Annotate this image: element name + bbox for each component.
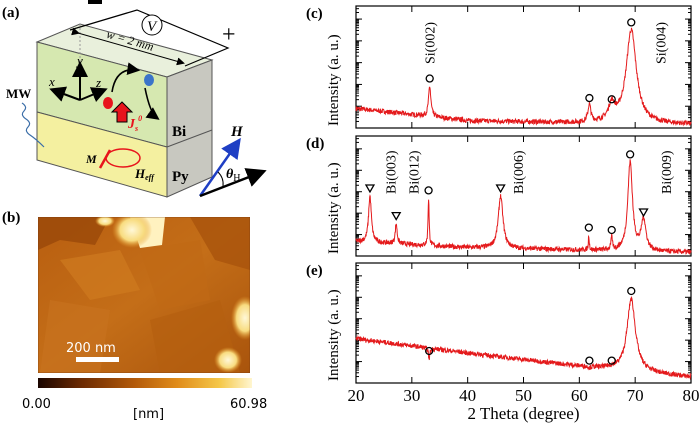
panel-label-b: (b) (2, 210, 20, 226)
panel-label-e: (e) (306, 263, 323, 279)
panel-label-c: (c) (306, 6, 323, 22)
field-arrow-icon (198, 137, 241, 197)
x-tick-label: 70 (627, 386, 644, 405)
substrate-peak-marker (584, 223, 593, 232)
cutoff-bar (88, 0, 102, 4)
spin-flow-arrow (111, 62, 141, 93)
peak-annotation: Bi(003) (385, 150, 400, 194)
microwave-label: MW (6, 86, 31, 101)
x-tick-label: 40 (459, 386, 476, 405)
spin-down-icon (144, 74, 154, 86)
afm-image: (b) 200 nm 0.00 [nm] 60.98 (2, 210, 267, 422)
substrate-peak-marker (627, 286, 636, 296)
y-axis-label: Intensity (a. u.) (326, 34, 342, 126)
x-tick-label: 80 (683, 386, 700, 405)
bi-peak-marker (638, 208, 649, 218)
field-label: H (230, 124, 244, 140)
colorbar (38, 378, 252, 388)
coordinate-axes: y x z (48, 53, 108, 102)
angle-arc (217, 171, 224, 187)
xrd-series-line (355, 295, 692, 380)
x-tick-label: 50 (515, 386, 532, 405)
plot-frame (355, 262, 692, 384)
layer-bi-label: Bi (172, 124, 186, 140)
colorbar-unit-label: [nm] (133, 407, 164, 422)
angle-label: θH (226, 167, 241, 184)
colorbar-min-label: 0.00 (22, 397, 51, 412)
xrd-series-line (355, 159, 692, 255)
peak-annotation: Bi(006) (512, 150, 527, 194)
scale-bar-label: 200 nm (66, 341, 116, 356)
x-tick-label: 60 (571, 386, 588, 405)
chart-panel-d: (d)Intensity (a. u.) Bi(003) Bi(012) Bi(006… (306, 135, 692, 257)
spin-current-label: Js0 (127, 114, 142, 133)
voltmeter-label: V (147, 19, 158, 35)
bi-peak-marker (364, 184, 376, 194)
substrate-peak-marker (585, 356, 594, 365)
layer-py-label: Py (172, 169, 189, 185)
plot-frame (355, 5, 692, 129)
substrate-peak-marker (625, 150, 635, 159)
x-tick-label: 20 (348, 386, 365, 405)
plus-label: + (222, 22, 236, 48)
spin-flow-arrow-2 (144, 87, 160, 120)
side-boundary (166, 129, 213, 148)
peak-annotation: Bi(009) (660, 150, 675, 194)
substrate-peak-marker (627, 18, 636, 27)
width-arrow (71, 27, 185, 66)
substrate-peak-marker (425, 74, 434, 83)
substrate-peak-marker (424, 346, 434, 356)
y-axis-label: Intensity (a. u.) (326, 289, 342, 381)
reference-axis-arrow (199, 168, 267, 198)
x-axis-label: 2 Theta (degree) (467, 404, 579, 423)
substrate-peak-marker (585, 93, 594, 103)
axis-y-label: y (75, 53, 83, 68)
scale-bar (76, 357, 119, 362)
device-schematic: (a) V + w = 2 mm y x z MW Js0 Bi Py (2, 0, 267, 198)
peak-annotation: Si(002) (424, 22, 439, 64)
spin-current-arrow-icon (110, 101, 134, 123)
xrd-series-line (355, 27, 692, 127)
magnetization-arrow-icon (98, 149, 112, 169)
microwave-wave-icon (21, 102, 45, 148)
substrate-peak-marker (607, 95, 616, 104)
substrate-peak-marker (607, 225, 616, 235)
panel-label-a: (a) (2, 5, 20, 21)
axis-z-label: z (95, 75, 101, 90)
y-axis-label: Intensity (a. u.) (326, 162, 342, 254)
substrate-peak-marker (424, 186, 433, 195)
peak-annotation: Si(004) (654, 22, 669, 64)
xrd-charts: (c)Intensity (a. u.) Si(002) Si(004)(d)Int… (306, 5, 700, 423)
bi-peak-marker (391, 211, 402, 221)
panel-label-d: (d) (306, 136, 324, 152)
magnetization-label: M (85, 152, 97, 166)
substrate-peak-marker (607, 356, 616, 365)
bi-peak-marker (495, 184, 506, 194)
chart-panel-c: (c)Intensity (a. u.) Si(002) Si(004) (306, 5, 692, 129)
chart-panel-e: (e)Intensity (a. u.) 20 30 40 50 60 70 80 2 Thet… (306, 262, 700, 423)
peak-annotation: Bi(012) (408, 150, 423, 194)
x-tick-label: 30 (403, 386, 420, 405)
effective-field-label: Heff (134, 166, 155, 182)
axis-x-label: x (48, 74, 55, 89)
spin-up-icon (103, 97, 113, 109)
colorbar-max-label: 60.98 (230, 397, 267, 412)
